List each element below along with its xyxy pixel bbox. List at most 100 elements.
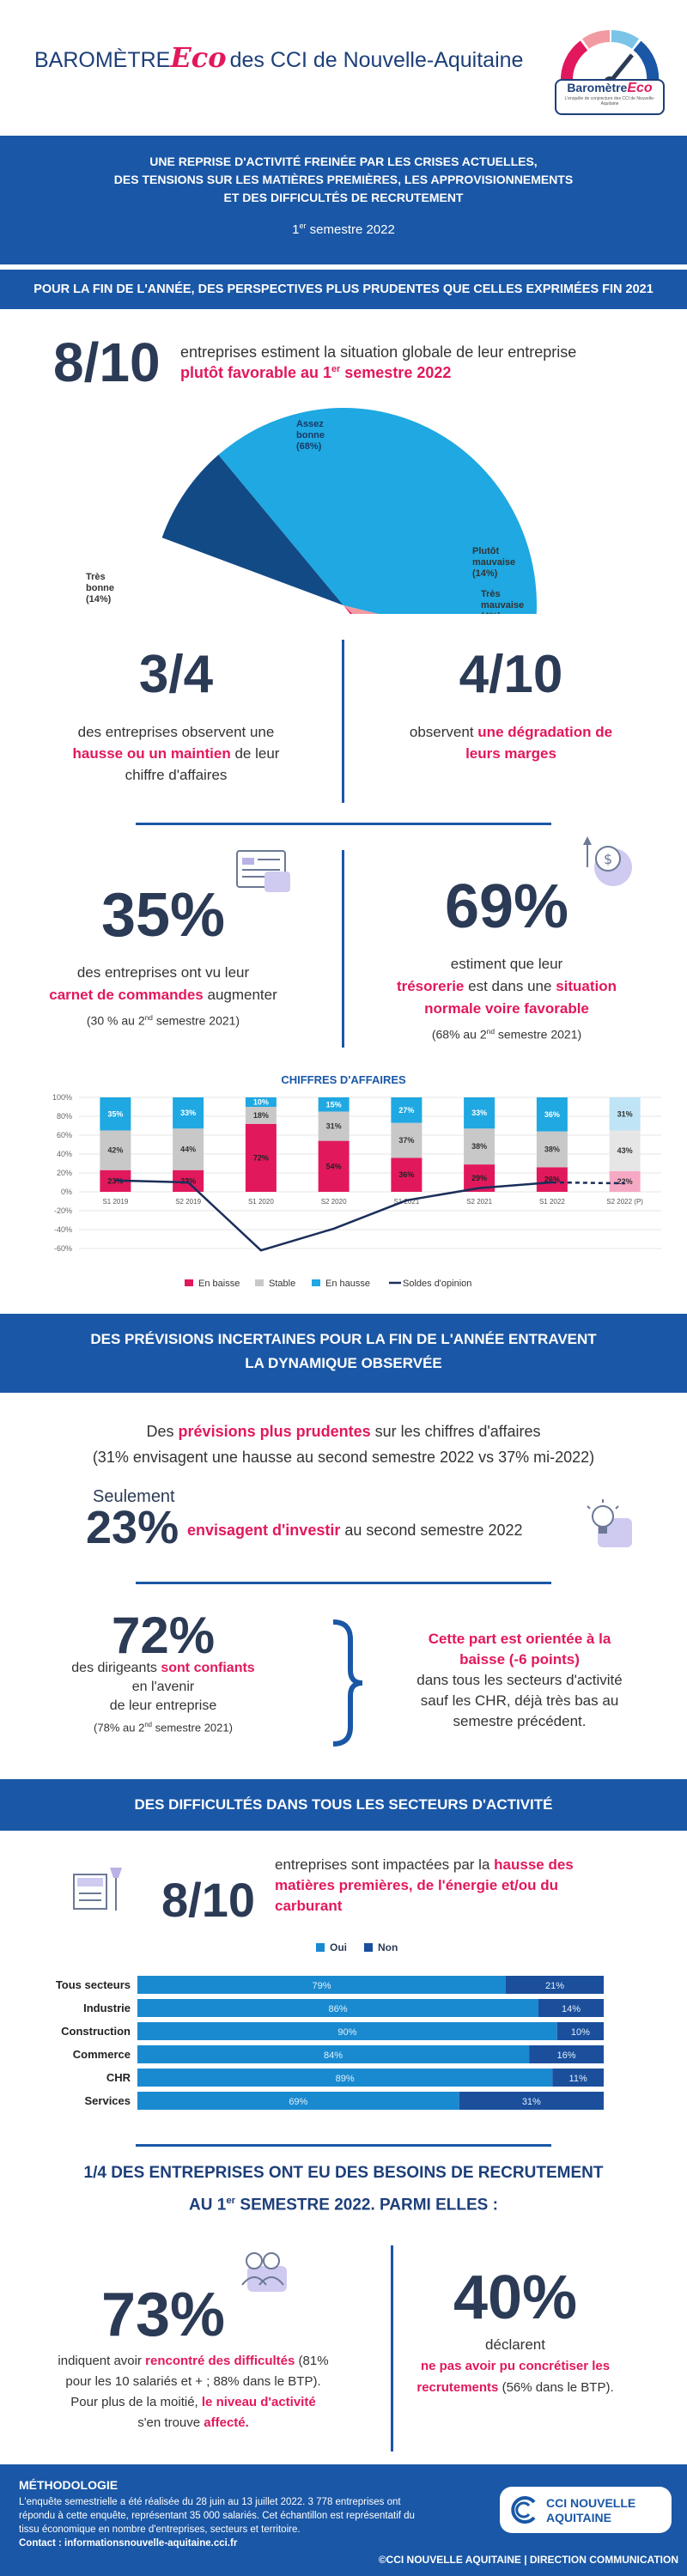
solde-line xyxy=(115,1179,552,1252)
cci-logo-icon xyxy=(511,2496,536,2524)
gauge-icon xyxy=(560,30,660,88)
x-tick-label: S1 2022 xyxy=(539,1198,565,1206)
bar-segment xyxy=(464,1128,495,1165)
sector-label: Tous secteurs xyxy=(56,1978,131,1991)
bar-label: 35% xyxy=(107,1109,123,1118)
pie-label-pct: (68%) xyxy=(296,441,322,452)
stat-3-4: 3/4 xyxy=(138,645,214,704)
intro-line2: DES TENSIONS SUR LES MATIÈRES PREMIÈRES,… xyxy=(113,173,574,186)
sector-non-label: 16% xyxy=(557,2050,576,2061)
stat-72: 72% xyxy=(111,1607,216,1664)
team-icon xyxy=(230,2245,295,2297)
stat-8-10-b: 8/10 xyxy=(161,1873,255,1927)
pie-chart: Assez bonne (68%) Plutôt mauvaise (14%) Très ma… xyxy=(0,391,687,761)
x-tick-label: S2 2022 (P) xyxy=(606,1198,643,1206)
sector-label: Construction xyxy=(61,2025,131,2038)
legend-swatch xyxy=(185,1279,193,1286)
bar-segment xyxy=(245,1097,277,1107)
bar-segment xyxy=(318,1140,350,1192)
y-tick-label: -60% xyxy=(54,1244,72,1253)
stat-8-10: 8/10 xyxy=(53,331,161,393)
bar-label: 38% xyxy=(471,1142,487,1151)
pie-label-line2: bonne xyxy=(296,430,325,440)
solde-line-projected xyxy=(551,1181,625,1185)
order-book-icon xyxy=(230,846,294,897)
pie-slice xyxy=(218,407,537,652)
lightbulb-icon xyxy=(577,1496,637,1552)
legend-label: Stable xyxy=(269,1279,295,1289)
legend-label: Soldes d'opinion xyxy=(403,1279,471,1289)
bar-segment xyxy=(536,1131,568,1168)
header-title: BAROMÈTREEco des CCI de Nouvelle-Aquitain… xyxy=(34,41,523,74)
divider-horizontal-1 xyxy=(136,823,551,825)
bar-segment xyxy=(391,1097,423,1123)
pie-label-line1: Plutôt xyxy=(472,546,499,556)
impact-text: entreprises sont impactées par la hausse… xyxy=(275,1856,574,1914)
pie-label-line2: bonne xyxy=(86,583,114,593)
bar-segment xyxy=(609,1097,641,1131)
sector-non-label: 21% xyxy=(545,1981,564,1991)
ca-chart: CHIFFRES D'AFFAIRES 100% 80% 60% 40% 20% 0% -20… xyxy=(0,1065,687,1297)
sector-oui-label: 79% xyxy=(312,1981,331,1991)
sector-non-label: 11% xyxy=(569,2074,587,2084)
sector-bar-oui xyxy=(137,2092,459,2110)
bar-label: 26% xyxy=(544,1176,560,1184)
bar-label: 43% xyxy=(617,1146,633,1155)
sector-bar-non xyxy=(459,2092,604,2110)
divider-vertical-2 xyxy=(342,850,344,1048)
stat-40: 40% xyxy=(453,2263,578,2332)
bar-label: 23% xyxy=(180,1176,196,1185)
invest-text: envisagent d'investir au second semestre… xyxy=(187,1522,523,1539)
bar-label: 37% xyxy=(398,1136,414,1145)
stat-73: 73% xyxy=(100,2281,226,2349)
bar-label: 15% xyxy=(326,1100,342,1109)
y-tick-label: 60% xyxy=(57,1131,72,1139)
pie-label-line1: Très xyxy=(86,572,106,582)
bar-segment xyxy=(245,1123,277,1192)
bar-label: 38% xyxy=(544,1145,560,1154)
sector-bar-non xyxy=(556,2022,604,2040)
bar-segment xyxy=(391,1122,423,1158)
pie-label-line1: Assez xyxy=(296,419,324,429)
sector-non-label: 31% xyxy=(522,2097,541,2107)
sector-oui-label: 69% xyxy=(289,2097,307,2107)
y-tick-label: 40% xyxy=(57,1150,72,1158)
stat-4-10: 4/10 xyxy=(459,645,563,704)
intro-line1: UNE REPRISE D'ACTIVITÉ FREINÉE PAR LES C… xyxy=(149,155,538,168)
sector-label: Commerce xyxy=(73,2048,131,2061)
bar-label: 31% xyxy=(617,1109,633,1118)
raw-materials-icon xyxy=(69,1859,129,1919)
y-tick-label: 80% xyxy=(57,1112,72,1121)
stat-35: 35% xyxy=(100,881,226,950)
pie-label-line1: Très xyxy=(481,589,501,599)
stat-69: 69% xyxy=(444,872,569,941)
stat-3-4-text: des entreprises observent une hausse ou … xyxy=(72,724,280,783)
divider-vertical-1 xyxy=(342,640,344,803)
bar-label: 27% xyxy=(398,1106,414,1115)
method-text: L'enquête semestrielle a été réalisée du… xyxy=(19,2497,415,2549)
bar-label: 36% xyxy=(544,1110,560,1119)
pie-label-pct: (14%) xyxy=(472,568,498,579)
x-tick-label: S1 2019 xyxy=(102,1198,128,1206)
bar-label: 42% xyxy=(107,1146,123,1155)
sector-oui-label: 90% xyxy=(337,2027,356,2038)
bar-segment xyxy=(391,1157,423,1192)
header: BAROMÈTREEco des CCI de Nouvelle-Aquitain… xyxy=(0,0,687,129)
x-tick-label: S2 2019 xyxy=(175,1198,201,1206)
chart-title: CHIFFRES D'AFFAIRES xyxy=(281,1073,406,1086)
divider-horizontal-3 xyxy=(136,2144,551,2147)
section1-title: POUR LA FIN DE L'ANNÉE, DES PERSPECTIVES… xyxy=(0,270,687,309)
title-barometre: BAROMÈTRE xyxy=(34,48,171,72)
sector-chart: Oui Non Tous secteurs 79% 21% Industrie 86% 14%… xyxy=(0,1936,687,2125)
title-eco: Eco xyxy=(170,41,227,74)
sector-bar-oui xyxy=(137,2022,557,2040)
method-title: MÉTHODOLOGIE xyxy=(19,2478,119,2492)
bar-label: 10% xyxy=(253,1098,269,1107)
sector-label: Services xyxy=(85,2094,131,2107)
barometer-badge: BaromètreEco L'enquête de conjoncture de… xyxy=(550,15,670,118)
cash-icon: $ xyxy=(581,833,641,893)
legend-label: En hausse xyxy=(325,1279,370,1289)
y-tick-label: -40% xyxy=(54,1225,72,1234)
bar-segment xyxy=(173,1097,204,1129)
